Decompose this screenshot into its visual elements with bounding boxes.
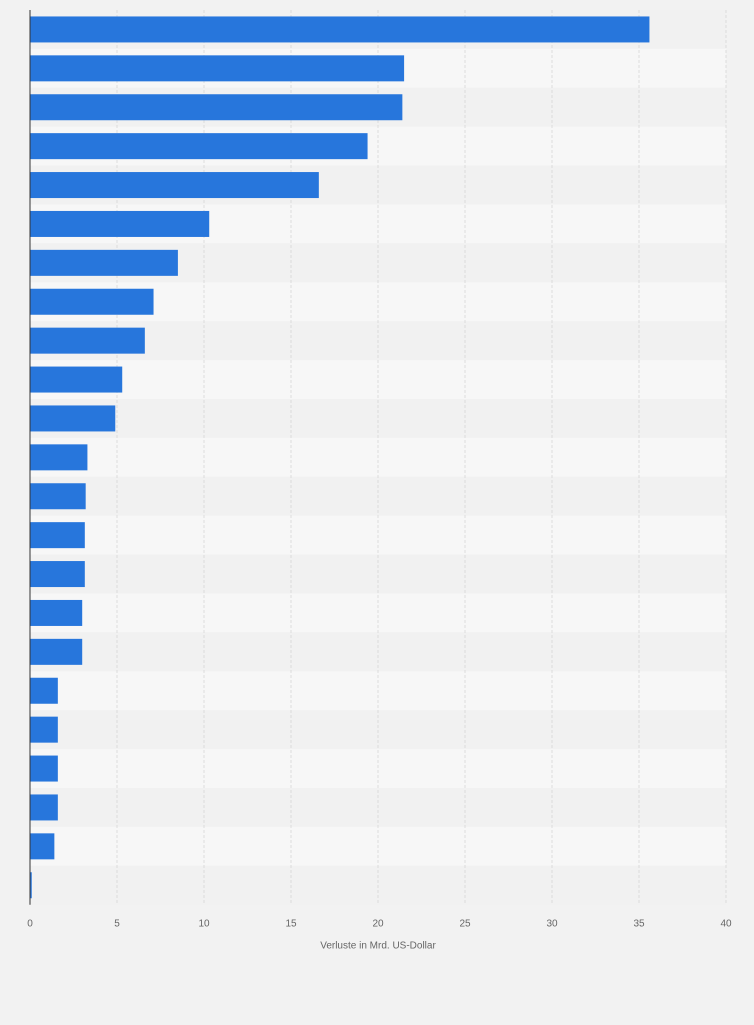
bar <box>30 483 86 510</box>
bars <box>30 16 650 899</box>
x-tick-label: 40 <box>720 919 732 930</box>
bar <box>30 172 319 199</box>
x-tick-label: 30 <box>546 919 558 930</box>
bar <box>30 444 88 471</box>
bar <box>30 16 650 43</box>
bar <box>30 327 145 354</box>
x-tick-label: 5 <box>114 919 120 930</box>
bar <box>30 249 178 276</box>
bar <box>30 794 58 821</box>
bar <box>30 94 403 121</box>
bar <box>30 133 368 160</box>
bar <box>30 522 85 549</box>
bar <box>30 677 58 704</box>
bar <box>30 288 154 315</box>
bar <box>30 599 83 626</box>
bar <box>30 833 55 860</box>
x-axis-label: Verluste in Mrd. US-Dollar <box>320 941 436 952</box>
x-tick-label: 20 <box>372 919 384 930</box>
bar <box>30 638 83 665</box>
x-tick-label: 25 <box>459 919 471 930</box>
bar <box>30 366 123 393</box>
bar <box>30 405 116 432</box>
bar <box>30 755 58 782</box>
x-tick-label: 35 <box>633 919 645 930</box>
x-tick-labels: 0 5 10 15 20 25 30 35 40 <box>27 919 732 930</box>
bar <box>30 55 405 82</box>
bar <box>30 561 85 588</box>
bar <box>30 872 32 899</box>
x-tick-label: 15 <box>285 919 297 930</box>
bar <box>30 210 210 237</box>
gridlines <box>116 10 727 905</box>
x-tick-label: 0 <box>27 919 33 930</box>
x-tick-label: 10 <box>198 919 210 930</box>
bar <box>30 716 58 743</box>
